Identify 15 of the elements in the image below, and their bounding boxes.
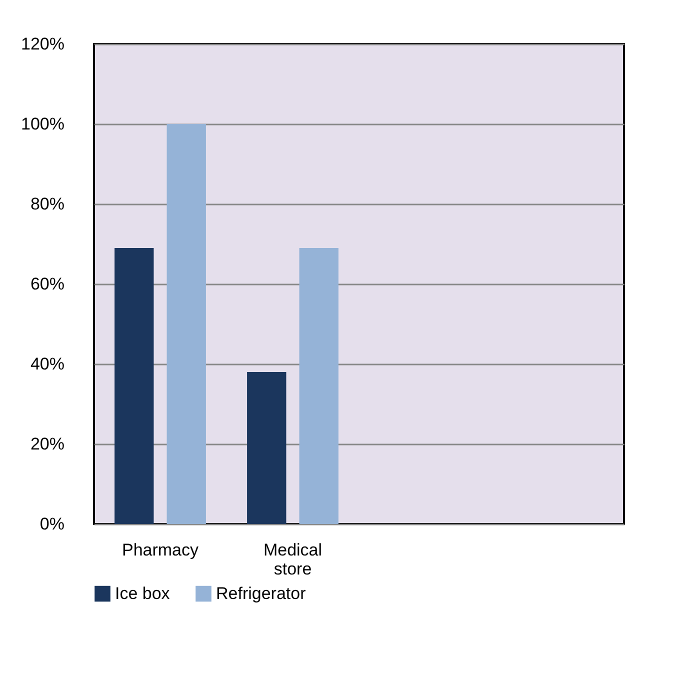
bar — [247, 372, 286, 524]
y-tick-label: 40% — [30, 354, 64, 374]
legend-label: Refrigerator — [216, 584, 306, 603]
y-tick-label: 120% — [21, 34, 64, 54]
bar — [114, 248, 154, 524]
bar — [299, 248, 338, 524]
x-tick-label: Pharmacy — [122, 540, 200, 560]
y-tick-label: 20% — [30, 434, 64, 454]
y-tick-label: 0% — [40, 514, 64, 534]
x-tick-label: Medical store — [263, 540, 322, 578]
y-tick-label: 100% — [21, 114, 64, 134]
legend-label: Ice box — [115, 584, 170, 603]
y-tick-label: 80% — [30, 194, 64, 214]
bar — [166, 124, 206, 524]
y-tick-label: 60% — [30, 274, 64, 294]
